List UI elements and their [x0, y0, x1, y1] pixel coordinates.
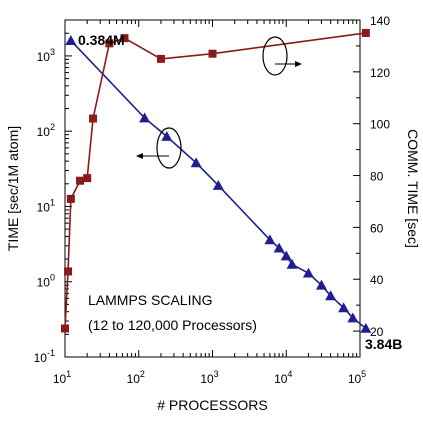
- series-1-point: [89, 114, 98, 123]
- series-1-point: [76, 176, 85, 185]
- series-0-point: [65, 35, 77, 45]
- caption-line-1: LAMMPS SCALING: [88, 292, 212, 308]
- series-0-point: [302, 267, 314, 278]
- series-0-point: [338, 302, 350, 313]
- x-tick-label: 101: [53, 369, 71, 386]
- series-1-point: [361, 28, 370, 37]
- y-right-tick-label: 100: [370, 118, 390, 132]
- x-axis-title: # PROCESSORS: [157, 397, 267, 413]
- left-axis-arrowhead: [136, 153, 143, 159]
- series-1-point: [105, 39, 114, 48]
- series-0-point: [264, 234, 276, 245]
- series-0-point: [139, 112, 151, 123]
- series-1-point: [64, 267, 73, 276]
- left-axis-indicator-ellipse: [156, 127, 182, 169]
- y-axis-right-title: COMM. TIME [sec]: [405, 129, 421, 248]
- series-1-point: [156, 54, 165, 63]
- y-right-tick-label: 120: [370, 66, 390, 80]
- series-0-point: [286, 258, 298, 269]
- y-right-tick-label: 60: [370, 221, 384, 235]
- series-0-point: [280, 250, 292, 261]
- y-left-tick-label: 101: [37, 197, 55, 214]
- series-0-point: [212, 179, 224, 190]
- series-1-point: [61, 324, 69, 333]
- y-right-tick-label: 20: [370, 325, 384, 339]
- y-left-tick-label: 102: [37, 122, 55, 139]
- y-right-tick-label: 80: [370, 170, 384, 184]
- y-axis-left-title: TIME [sec/1M atom]: [5, 126, 21, 251]
- series-0-point: [315, 279, 327, 290]
- series-0-point: [190, 157, 202, 168]
- y-left-tick-label: 10-1: [34, 348, 55, 365]
- series-0-point: [273, 242, 285, 253]
- series-0-point: [360, 322, 372, 333]
- x-tick-label: 102: [127, 369, 145, 386]
- series-1-point: [83, 174, 92, 183]
- y-right-tick-label: 140: [370, 14, 390, 28]
- annotation-top-label: 0.384M: [78, 32, 125, 48]
- y-right-tick-label: 40: [370, 273, 384, 287]
- series-0-point: [161, 130, 173, 141]
- series-1-point: [66, 194, 75, 203]
- right-axis-arrowhead: [295, 61, 302, 67]
- x-tick-label: 104: [274, 369, 292, 386]
- y-left-tick-label: 100: [37, 273, 55, 290]
- series-1-point: [120, 34, 129, 43]
- x-tick-label: 105: [348, 369, 366, 386]
- series-0-point: [325, 290, 337, 301]
- annotation-bottom-label: 3.84B: [365, 336, 402, 352]
- caption-line-2: (12 to 120,000 Processors): [88, 317, 257, 333]
- series-0-point: [347, 312, 359, 323]
- right-axis-indicator-ellipse: [262, 36, 288, 76]
- y-left-tick-label: 103: [37, 47, 55, 64]
- series-1-point: [208, 49, 217, 58]
- x-tick-label: 103: [200, 369, 218, 386]
